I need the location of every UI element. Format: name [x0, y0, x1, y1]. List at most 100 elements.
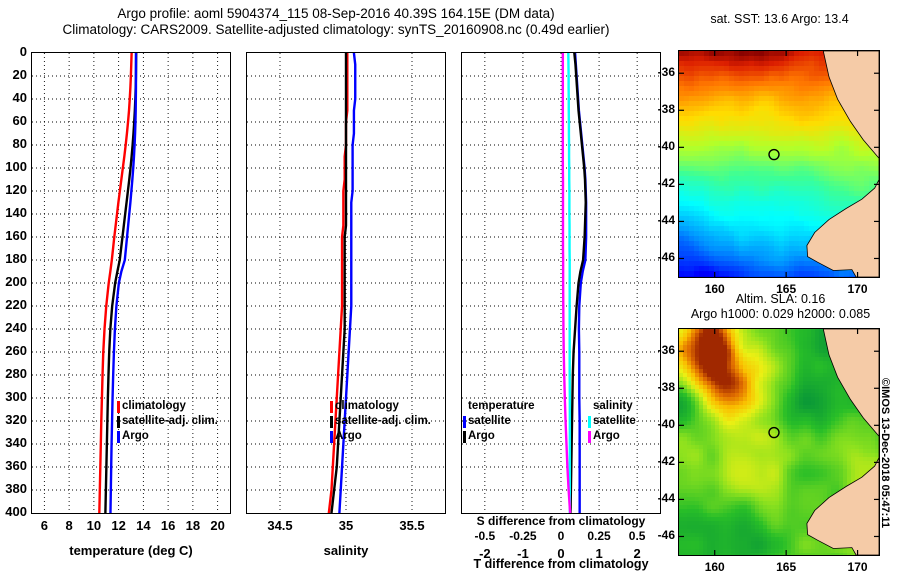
diff-temp-legend-label: Argo [468, 430, 495, 442]
t-diff-tick: 2 [633, 546, 641, 561]
s-diff-tick: 0 [557, 529, 565, 543]
xtick-35p5: 35.5 [399, 518, 425, 533]
map-lat--44: -44 [657, 213, 675, 228]
depth-tick-280: 280 [5, 366, 27, 381]
map-lon-170: 170 [847, 560, 868, 574]
diff-sal-legend-heading: salinity [593, 400, 633, 412]
depth-tick-380: 380 [5, 481, 27, 496]
map-lon-160: 160 [704, 560, 725, 574]
depth-tick-200: 200 [5, 274, 27, 289]
sla-map-title: Altim. SLA: 0.16 Argo h1000: 0.029 h2000… [668, 292, 893, 322]
depth-tick-120: 120 [5, 182, 27, 197]
sst-map-panel[interactable] [678, 50, 880, 278]
depth-tick-0: 0 [19, 44, 27, 59]
depth-tick-220: 220 [5, 297, 27, 312]
map-lat--38: -38 [657, 380, 675, 395]
s-diff-tick: 0.25 [587, 529, 611, 543]
sst-map-title: sat. SST: 13.6 Argo: 13.4 [710, 12, 849, 26]
s-diff-tick: -0.25 [509, 529, 537, 543]
depth-tick-140: 140 [5, 205, 27, 220]
diff-sal-legend-label: satellite [593, 415, 636, 427]
depth-tick-360: 360 [5, 458, 27, 473]
diff-temp-legend-label: satellite [468, 415, 511, 427]
depth-tick-20: 20 [12, 67, 27, 82]
title-line-2: Climatology: CARS2009. Satellite-adjuste… [62, 22, 610, 37]
map-lon-165: 165 [776, 282, 797, 296]
t-diff-tick: 0 [557, 546, 565, 561]
title-line-1: Argo profile: aoml 5904374_115 08-Sep-20… [117, 6, 555, 21]
xtick-34p5: 34.5 [267, 518, 293, 533]
diff-sal-legend-swatch [588, 416, 591, 428]
sla-map-panel[interactable] [678, 328, 880, 556]
temperature-profile-panel[interactable] [31, 52, 231, 514]
sal-legend-label: climatology [335, 400, 399, 412]
depth-tick-40: 40 [12, 90, 27, 105]
map-lon-165: 165 [776, 560, 797, 574]
depth-tick-260: 260 [5, 343, 27, 358]
difference-plot-area [462, 53, 660, 513]
sal-legend-swatch [330, 416, 333, 428]
salinity-plot-area [247, 53, 445, 513]
map-lon-170: 170 [847, 282, 868, 296]
temperature-difference-axis-label: T difference from climatology [473, 557, 649, 571]
temperature-plot-area [32, 53, 230, 513]
salinity-profile-panel[interactable] [246, 52, 446, 514]
diff-temp-legend-heading: temperature [468, 400, 535, 412]
sla-title-line-1: Altim. SLA: 0.16 [735, 292, 826, 306]
map-lat--40: -40 [657, 139, 675, 154]
diff-temp-legend-swatch [463, 431, 466, 443]
page-title: Argo profile: aoml 5904374_115 08-Sep-20… [0, 6, 672, 38]
s-diff-tick: 0.5 [628, 529, 646, 543]
sal-legend-label: Argo [335, 430, 362, 442]
xtick-18: 18 [185, 518, 201, 533]
map-lat--46: -46 [657, 250, 675, 265]
map-lon-160: 160 [704, 282, 725, 296]
difference-profile-panel[interactable] [461, 52, 661, 514]
map-lat--46: -46 [657, 528, 675, 543]
xtick-12: 12 [111, 518, 126, 533]
t-diff-tick: -1 [517, 546, 529, 561]
depth-tick-160: 160 [5, 228, 27, 243]
sal-legend-swatch [330, 431, 333, 443]
temp-legend-swatch [117, 416, 120, 428]
depth-tick-240: 240 [5, 320, 27, 335]
diff-sal-legend-swatch [588, 431, 591, 443]
xtick-20: 20 [210, 518, 225, 533]
map-lat--42: -42 [657, 176, 675, 191]
s-diff-tick: -0.5 [474, 529, 496, 543]
temp-legend-label: Argo [122, 430, 149, 442]
map-lat--40: -40 [657, 417, 675, 432]
xtick-35: 35 [338, 518, 354, 533]
map-lat--42: -42 [657, 454, 675, 469]
temp-legend-label: satellite-adj. clim. [122, 415, 218, 427]
sst-map-image [679, 51, 879, 277]
sla-title-line-2: Argo h1000: 0.029 h2000: 0.085 [690, 307, 871, 321]
diff-temp-legend-swatch [463, 416, 466, 428]
map-lat--36: -36 [657, 343, 675, 358]
depth-tick-60: 60 [12, 113, 27, 128]
salinity-difference-axis-label: S difference from climatology [476, 514, 646, 528]
sal-legend-swatch [330, 401, 333, 413]
depth-tick-80: 80 [12, 136, 27, 151]
depth-tick-300: 300 [5, 389, 27, 404]
diff-sal-legend-label: Argo [593, 430, 620, 442]
temp-legend-swatch [117, 401, 120, 413]
sla-map-image [679, 329, 879, 555]
depth-tick-400: 400 [5, 504, 27, 519]
temp-legend-label: climatology [122, 400, 186, 412]
depth-tick-100: 100 [5, 159, 27, 174]
xtick-10: 10 [86, 518, 102, 533]
depth-tick-320: 320 [5, 412, 27, 427]
salinity-axis-label: salinity [323, 543, 369, 558]
xtick-8: 8 [65, 518, 73, 533]
depth-tick-340: 340 [5, 435, 27, 450]
depth-tick-180: 180 [5, 251, 27, 266]
map-lat--44: -44 [657, 491, 675, 506]
temp-legend-swatch [117, 431, 120, 443]
map-lat--38: -38 [657, 102, 675, 117]
sal-legend-label: satellite-adj. clim. [335, 415, 431, 427]
xtick-14: 14 [136, 518, 151, 533]
temperature-axis-label: temperature (deg C) [69, 543, 193, 558]
xtick-16: 16 [160, 518, 176, 533]
t-diff-tick: 1 [595, 546, 603, 561]
